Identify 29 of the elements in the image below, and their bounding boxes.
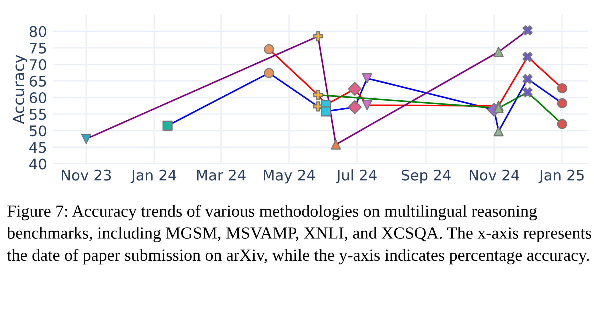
y-tick-label: 80 [30,26,46,38]
y-tick-label: 65 [30,76,46,87]
x-tick-label: Nov 23 [62,170,112,181]
point [362,74,372,84]
x-tick-label: Jan 25 [538,170,584,184]
point [362,100,372,110]
y-axis-title: Accuracy [13,55,28,124]
y-tick-label: 40 [30,158,46,170]
x-tick-label: Sep 24 [402,170,451,184]
y-tick-label: 50 [30,126,46,137]
point [494,126,504,137]
point [494,47,504,58]
x-tick-label: Jul 24 [336,170,377,184]
caption: Figure 7: Accuracy trends of various methodologies on multilingual reasoning benchmarks, including MGSM, MSVAMP, XNLI, and XCSQA. The x-axis represents the date of paper submission on arXiv, while the y-axis indicates percentage accuracy. [7,205,592,265]
x-tick-label: May 24 [264,170,316,184]
point [348,82,362,96]
point [348,100,362,114]
y-tick-label: 45 [30,142,46,154]
point [81,134,92,144]
x-tick-label: Jan 24 [130,170,176,184]
y-tick-label: 55 [30,109,46,120]
y-tick-label: 60 [30,92,46,104]
point [162,120,173,131]
point [331,140,342,150]
y-tick-label: 75 [30,43,46,54]
x-tick-label: Mar 24 [197,170,246,181]
x-tick-label: Nov 24 [470,170,520,181]
point [321,106,332,117]
y-tick-label: 70 [30,59,46,70]
